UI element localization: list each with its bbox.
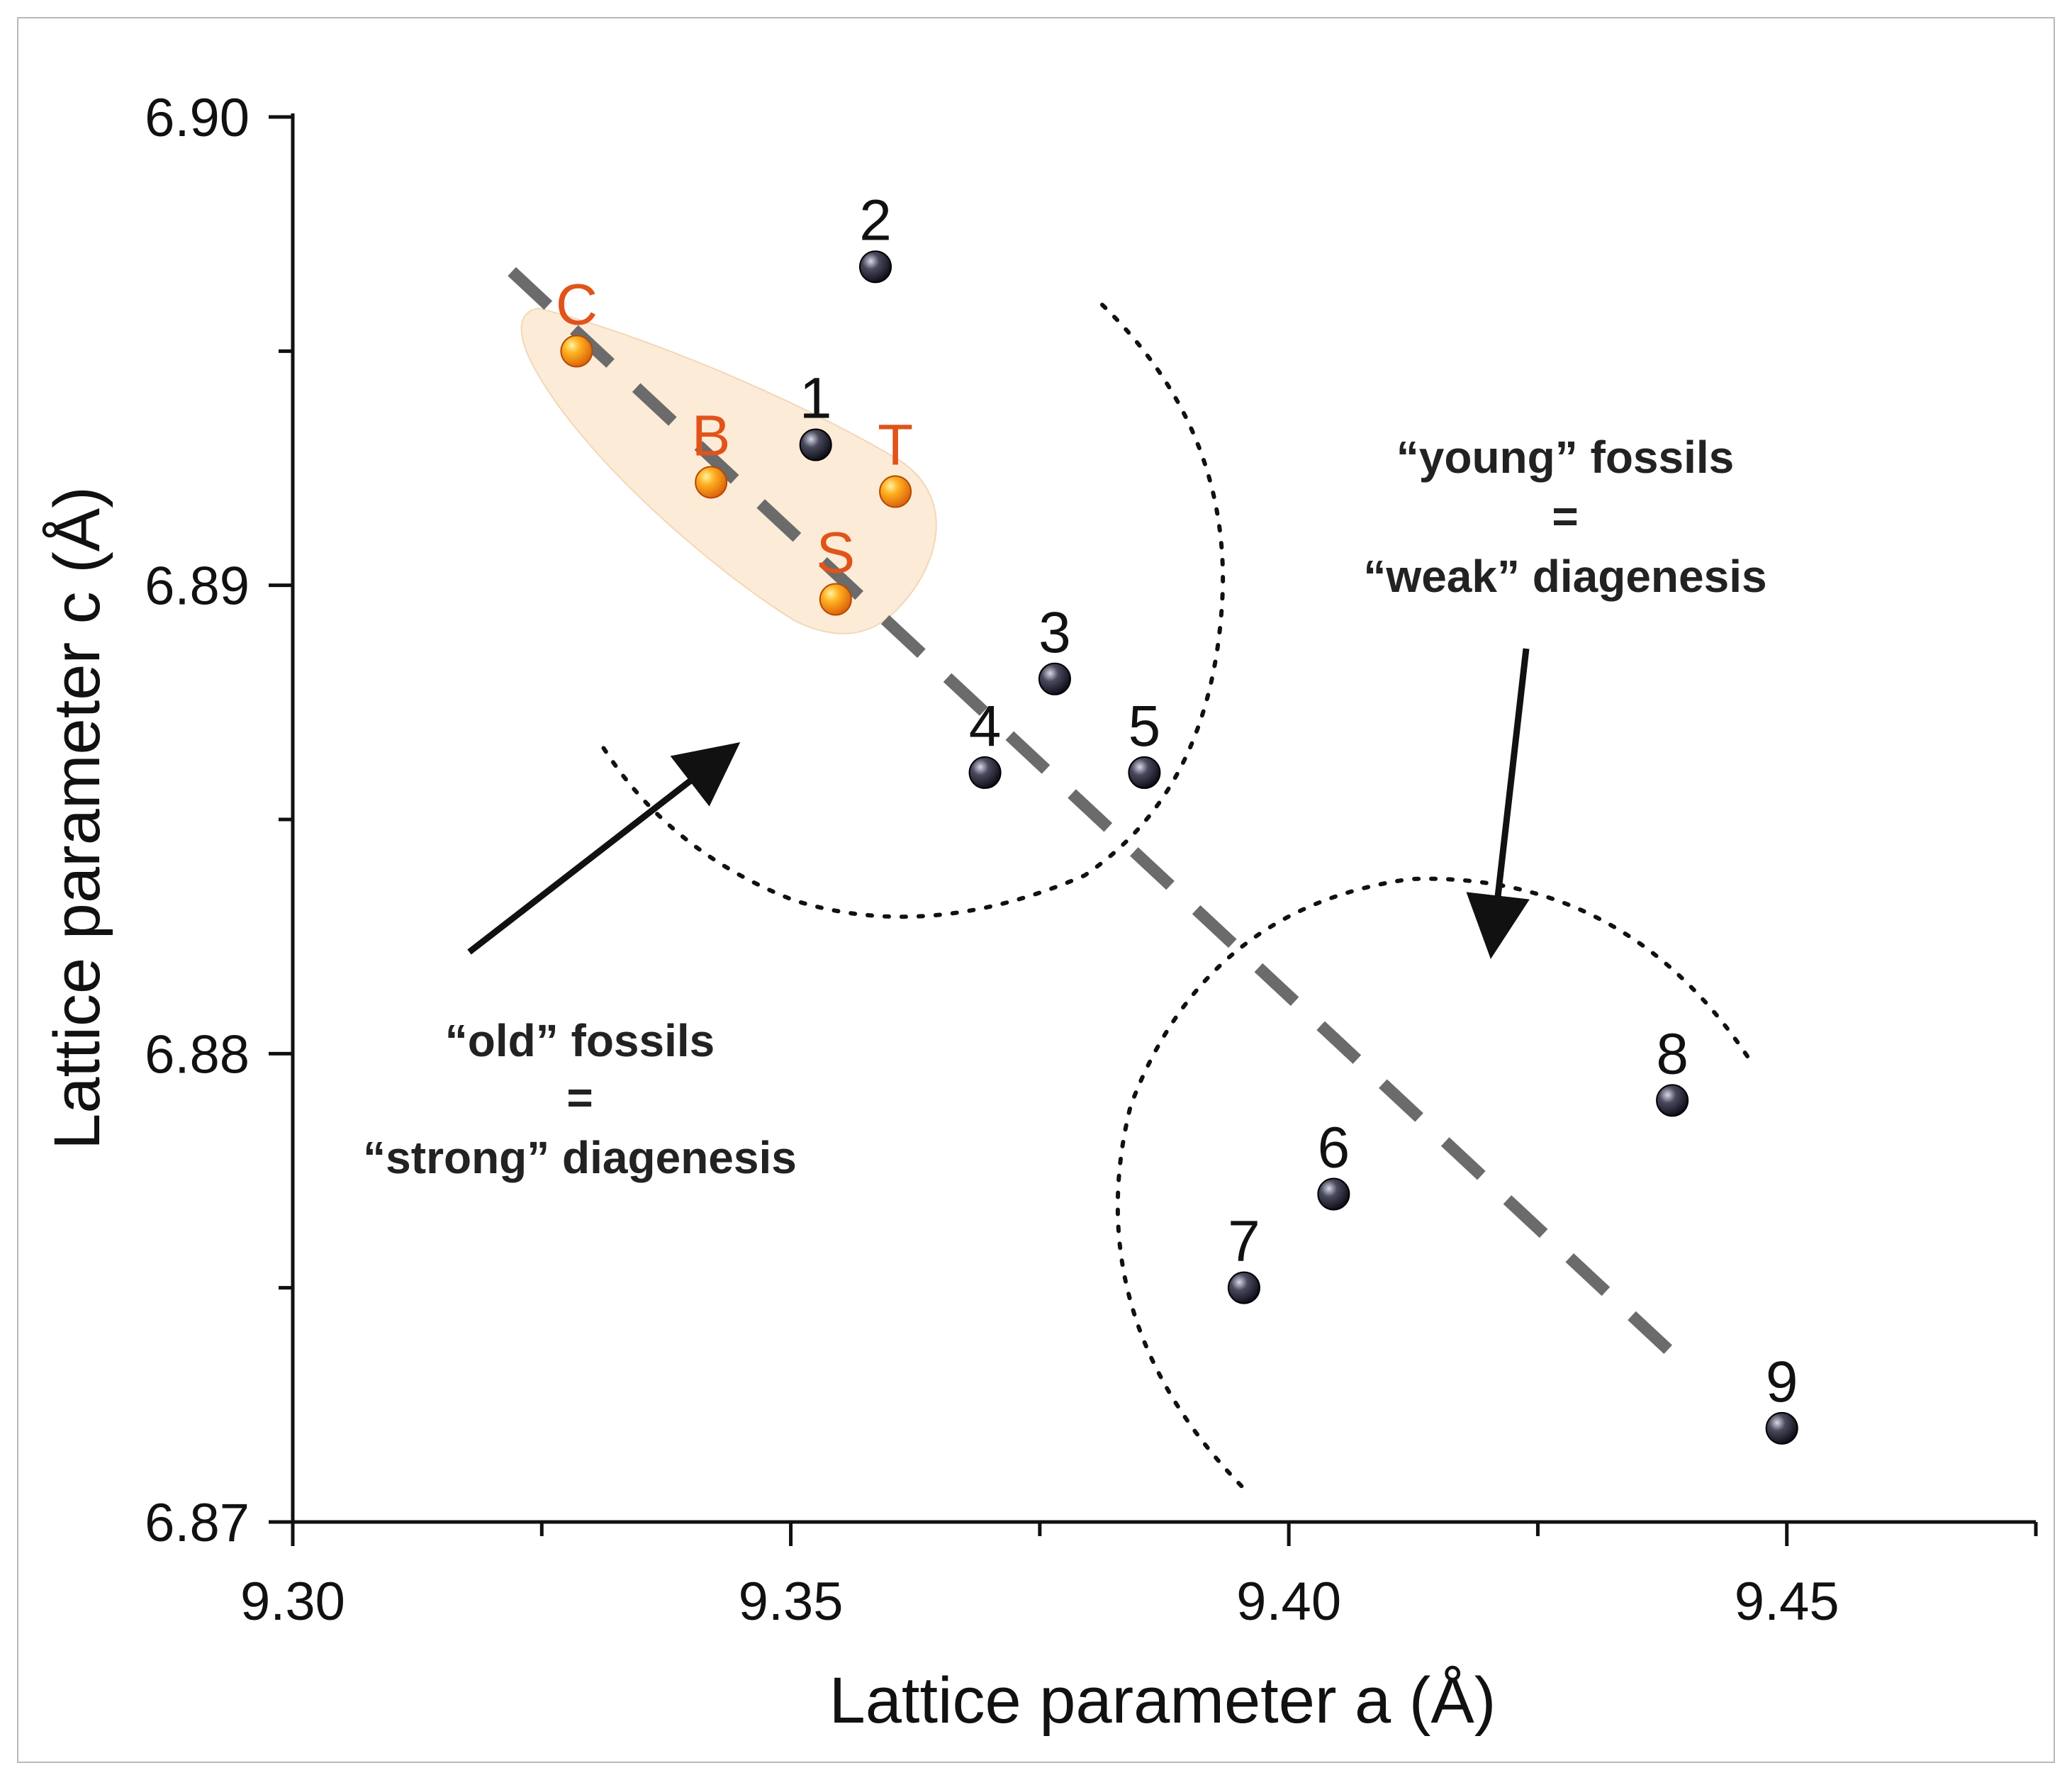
trend-line — [508, 267, 1686, 1367]
data-point — [1765, 1411, 1798, 1445]
old-fossils-annotation: “old” fossils = “strong” diagenesis — [363, 1015, 797, 1183]
y-tick-label: 6.90 — [145, 88, 250, 148]
figure-frame — [17, 17, 2055, 1763]
data-point — [799, 428, 832, 461]
x-tick-label: 9.35 — [739, 1572, 844, 1632]
data-point — [1038, 662, 1071, 695]
data-point — [1317, 1177, 1350, 1211]
point-label: S — [816, 520, 855, 585]
old-fossils-arrow — [467, 741, 741, 955]
point-label: 6 — [1318, 1116, 1350, 1180]
point-label: 4 — [969, 694, 1002, 759]
y-tick-label: 6.88 — [145, 1024, 250, 1085]
point-label: 5 — [1129, 694, 1161, 759]
data-point — [560, 335, 593, 368]
data-point — [1656, 1084, 1689, 1117]
point-label: B — [692, 403, 731, 468]
point-label: 9 — [1766, 1350, 1798, 1414]
data-point — [879, 475, 912, 508]
data-point — [859, 250, 892, 284]
data-point — [968, 756, 1002, 789]
data-point — [819, 583, 852, 616]
svg-text:“young” fossils: “young” fossils — [1396, 432, 1735, 483]
point-label: 3 — [1038, 600, 1071, 665]
young-fossils-annotation: “young” fossils = “weak” diagenesis — [1363, 432, 1766, 602]
data-point — [1128, 756, 1161, 789]
x-tick-label: 9.30 — [240, 1572, 345, 1632]
point-label: 7 — [1228, 1209, 1260, 1274]
young-fossils-arrow — [1466, 648, 1530, 959]
point-label: C — [556, 272, 598, 337]
svg-text:“old” fossils: “old” fossils — [445, 1015, 715, 1066]
y-axis-title: Lattice parameter c (Å) — [41, 486, 113, 1150]
point-label: 2 — [859, 188, 892, 252]
svg-text:=: = — [566, 1072, 593, 1123]
point-label: 8 — [1656, 1021, 1689, 1086]
y-tick-label: 6.89 — [145, 556, 250, 617]
svg-text:“strong” diagenesis: “strong” diagenesis — [363, 1132, 797, 1183]
x-tick-label: 9.45 — [1735, 1572, 1839, 1632]
point-label: 1 — [800, 366, 832, 430]
x-axis-title: Lattice parameter a (Å) — [829, 1664, 1496, 1737]
x-tick-label: 9.40 — [1236, 1572, 1341, 1632]
point-label: T — [878, 413, 913, 478]
y-tick-label: 6.87 — [145, 1493, 250, 1553]
data-point — [695, 466, 728, 499]
svg-text:=: = — [1552, 491, 1578, 542]
svg-text:“weak” diagenesis: “weak” diagenesis — [1363, 551, 1766, 602]
young-region-dotted-arc — [1115, 876, 1749, 1491]
data-point — [1227, 1271, 1260, 1304]
old-region-dotted-arc — [597, 303, 1226, 919]
